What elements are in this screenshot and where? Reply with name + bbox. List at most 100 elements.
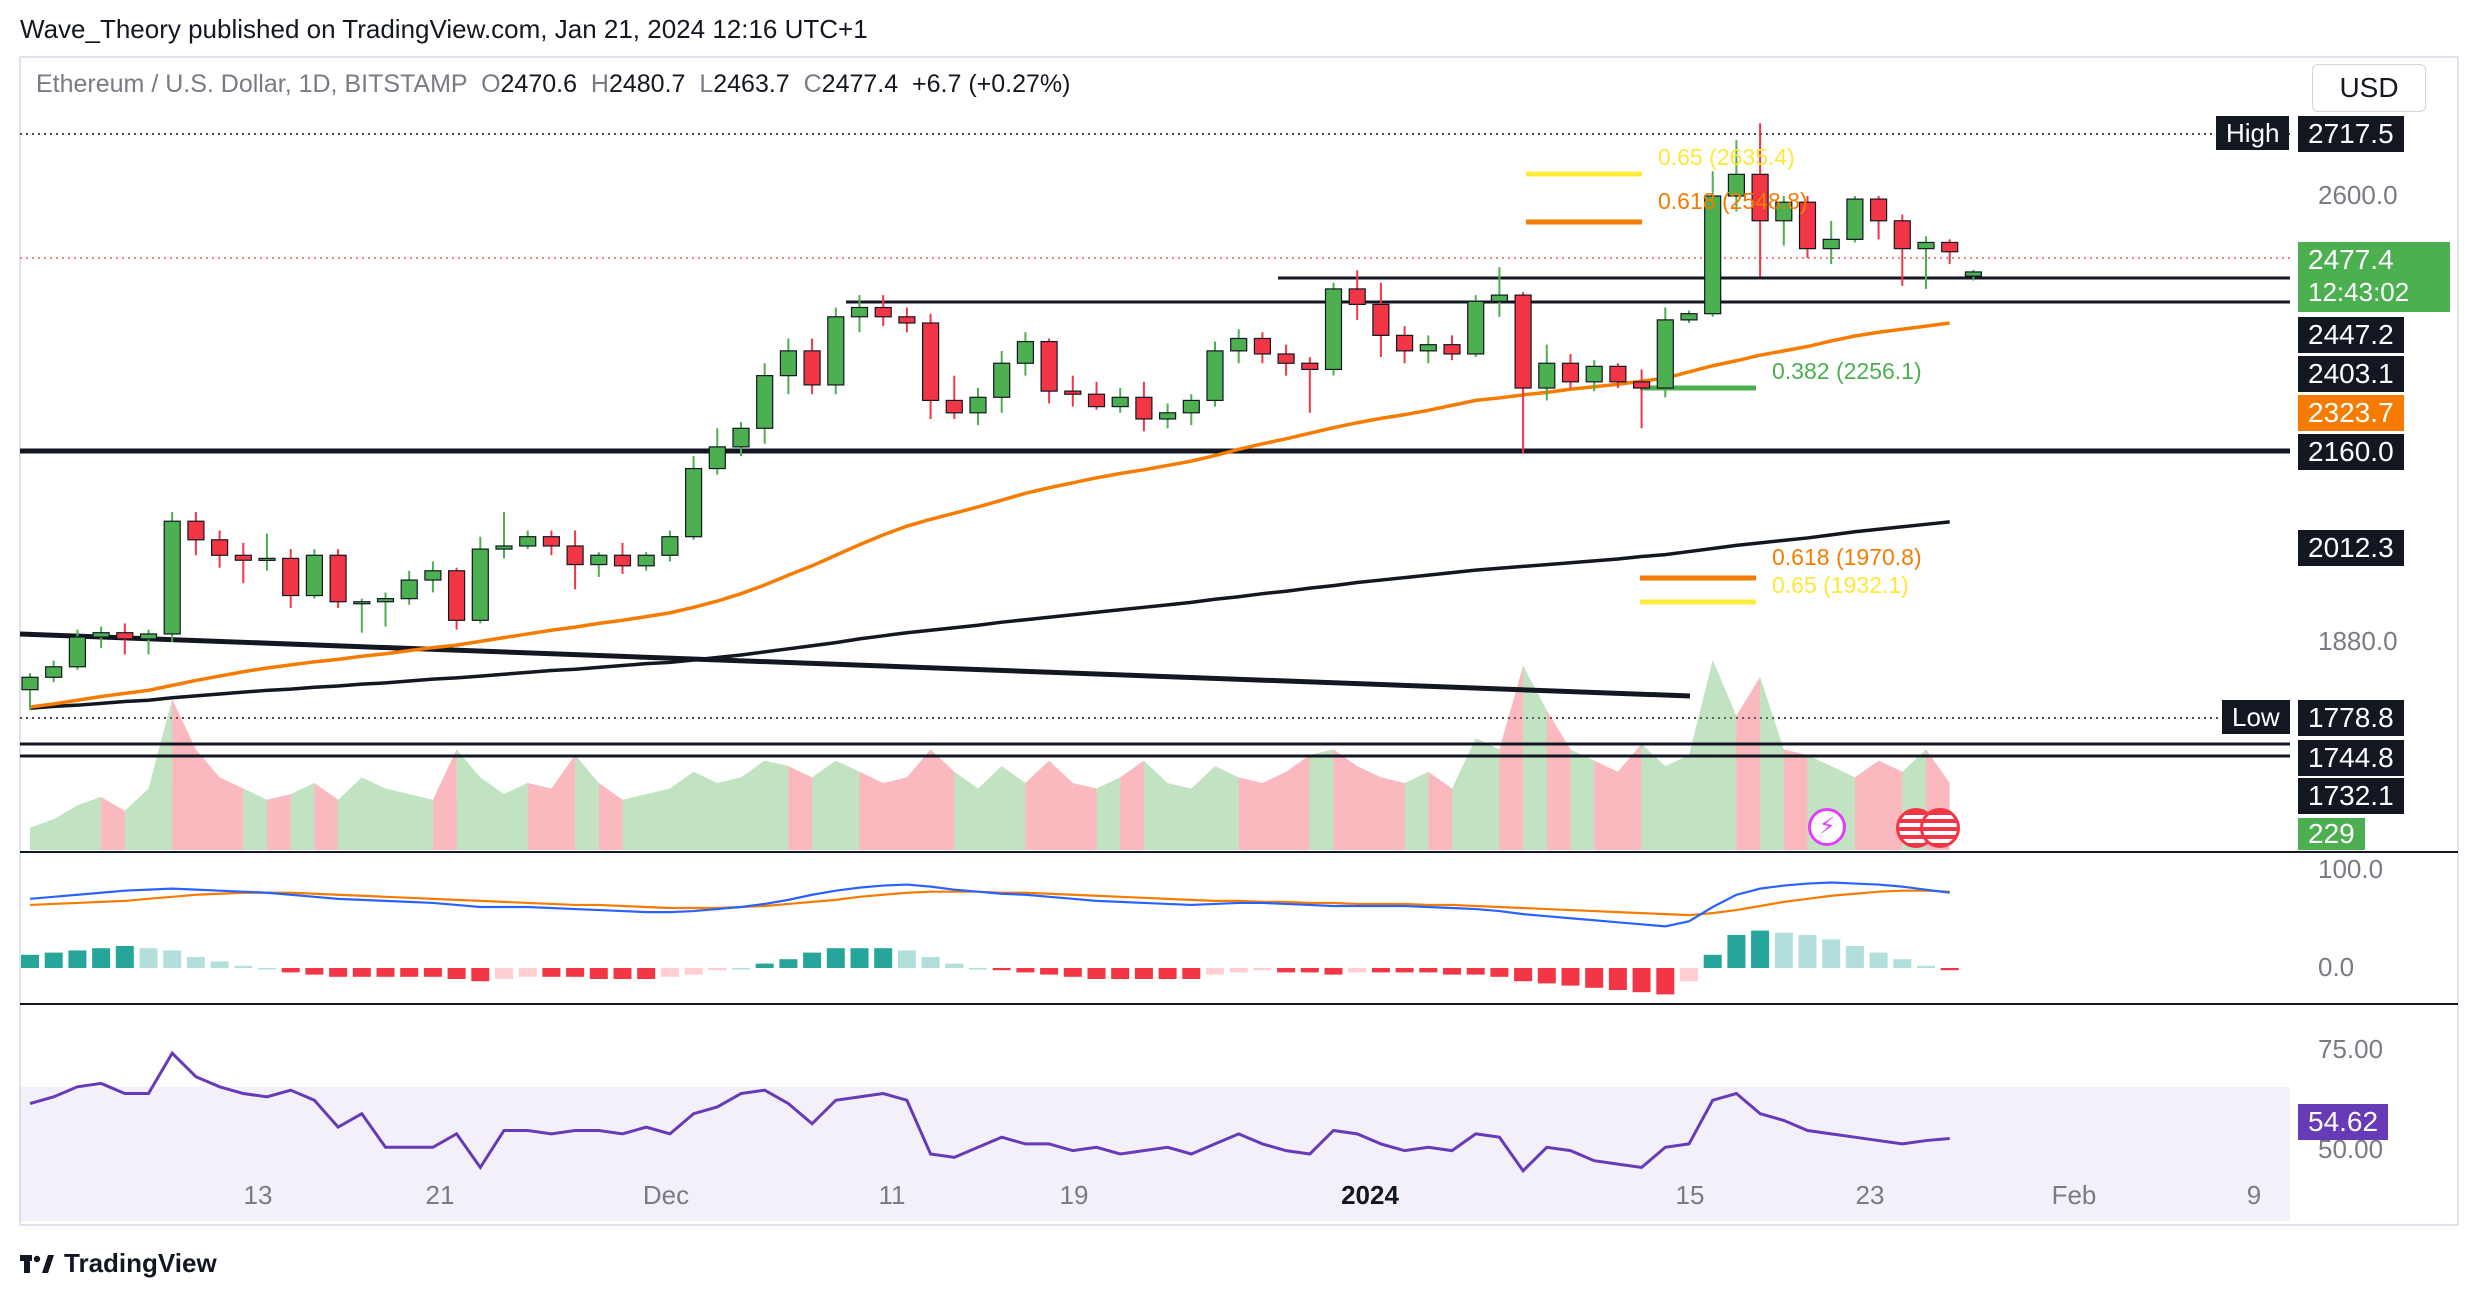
macd-histogram-bar [518,968,537,977]
level-2160: 2160.0 [2298,434,2404,470]
pane-separators [20,133,2458,1005]
candle [1727,140,1746,212]
volume-segment [1546,710,1571,850]
macd-histogram-bar [613,968,632,979]
candle-body [353,601,371,605]
candle-body [850,306,869,318]
candle-body [1158,412,1177,420]
candle [1419,335,1437,364]
candle [993,350,1011,413]
lightning-event-icon[interactable]: ⚡ [1808,808,1846,846]
volume-segment [1380,777,1405,850]
candle [139,629,158,655]
macd-histogram-bar [21,954,39,968]
volume-segment [764,760,789,850]
candle [1538,344,1556,401]
currency-button[interactable]: USD [2312,64,2426,112]
volume-segment [883,777,907,850]
time-tick-2024: 2024 [1341,1180,1399,1210]
volume-segment [1452,738,1476,850]
macd-histogram-bar [779,959,798,968]
candle [424,561,442,593]
candle [827,307,845,395]
candle [613,542,632,574]
volume-segment [101,796,125,850]
high-tag: High [2216,116,2290,150]
macd-histogram-bar [1680,968,1698,982]
trend-line [19,631,1691,699]
macd-histogram-bar [1537,968,1556,984]
macd-histogram-bar [92,948,111,968]
macd-histogram-bar [1466,968,1485,975]
fib-label-0382: 0.382 (2256.1) [1772,358,1922,384]
volume-segment [432,749,457,850]
candle [1016,332,1035,376]
candle [1632,369,1651,429]
candle [1467,295,1485,358]
level-1732: 1732.1 [2298,778,2404,814]
ema50-badge: 2323.7 [2298,395,2404,431]
candle [1917,236,1935,289]
candle-body [258,557,276,561]
candle-body [1941,241,1959,253]
price-tick-1880: 1880.0 [2318,626,2398,656]
countdown: 12:43:02 [2308,277,2410,307]
level-1744: 1744.8 [2298,740,2404,776]
candle [1964,269,1983,281]
last-price-badge: 2477.4 12:43:02 [2298,242,2450,312]
candle [1206,341,1224,407]
us-flag-event-icon-2[interactable] [1920,808,1960,848]
candle [1443,335,1461,361]
time-tick-11: 11 [878,1180,906,1210]
rsi-band [20,1086,2290,1222]
candle-body [1727,173,1746,197]
footer-brand: TradingView [20,1248,217,1279]
volume-segment [1120,760,1144,850]
open-label: O [481,70,501,98]
candle [45,660,63,683]
candle [116,623,134,655]
volume-segment [835,760,860,850]
candle [1656,307,1674,398]
candle-body [187,520,205,541]
macd-histogram-bar [708,968,727,971]
candle-body [1182,399,1200,414]
macd-histogram-bar [329,968,348,977]
volume-segment [1357,766,1381,850]
fib-label-0618-bottom: 0.618 (1970.8) [1772,544,1922,570]
macd-histogram-bar [400,968,419,977]
volume-segment [314,782,339,850]
candle [803,338,821,395]
volume-segment [622,794,647,850]
candle-body [1301,362,1319,371]
macd-histogram-bar [1040,968,1059,975]
candle-body [45,666,63,678]
candle [779,338,798,395]
macd-histogram-bar [68,950,87,968]
candle [874,295,892,327]
rsi-pane [20,1050,2290,1222]
high-value: 2480.7 [608,70,686,98]
candle-body [1538,362,1556,389]
macd-histogram-bar [589,968,608,979]
candle [1798,196,1817,258]
volume-segment [978,766,1002,850]
macd-histogram-bar [1395,968,1414,973]
volume-segment [1215,766,1239,850]
volume-segment [504,782,528,850]
candle-body [1016,340,1035,364]
volume-segment [456,749,481,850]
candle [1941,239,1959,265]
volume-segment [1333,749,1358,850]
candle-body [139,633,158,640]
macd-histogram-bar [1371,968,1390,973]
candle [1822,220,1840,265]
candle-body [661,536,679,556]
support-lines [19,276,2290,758]
candle-body [1064,390,1082,395]
candle-body [1253,337,1272,355]
candle-body [282,557,300,597]
volume-segment [859,771,884,850]
candle-body [471,548,489,621]
